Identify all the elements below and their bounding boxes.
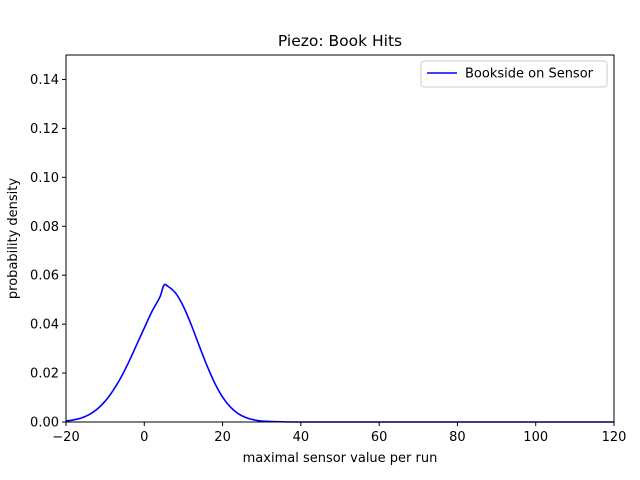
y-tick-label: 0.10 <box>30 171 59 186</box>
plot-area <box>66 55 614 422</box>
y-tick-label: 0.06 <box>30 269 59 284</box>
chart-title: Piezo: Book Hits <box>278 32 402 50</box>
y-tick-label: 0.12 <box>30 122 59 137</box>
legend-entry-bookside-on-sensor: Bookside on Sensor <box>465 67 594 82</box>
x-tick-label: 20 <box>214 430 231 445</box>
y-axis-label: probability density <box>6 178 21 299</box>
ticks-layer: −20 0 20 40 60 80 100 120 0.00 0.02 0.04 0.06 0.08 0.… <box>30 73 626 445</box>
legend: Bookside on Sensor <box>420 60 608 88</box>
y-tick-label: 0.04 <box>30 318 59 333</box>
plot-frame <box>65 54 615 423</box>
y-tick-label: 0.14 <box>30 73 59 88</box>
x-tick-label: 100 <box>523 430 548 445</box>
x-tick-label: 120 <box>602 430 627 445</box>
x-tick-label: 0 <box>140 430 148 445</box>
x-tick-label: 60 <box>371 430 388 445</box>
y-tick-label: 0.02 <box>30 367 59 382</box>
y-tick-label: 0.00 <box>30 416 59 431</box>
x-tick-label: −20 <box>52 430 79 445</box>
x-axis-label: maximal sensor value per run <box>243 451 438 466</box>
legend-box <box>420 60 608 88</box>
y-tick-label: 0.08 <box>30 220 59 235</box>
x-tick-label: 80 <box>449 430 466 445</box>
x-tick-label: 40 <box>293 430 310 445</box>
